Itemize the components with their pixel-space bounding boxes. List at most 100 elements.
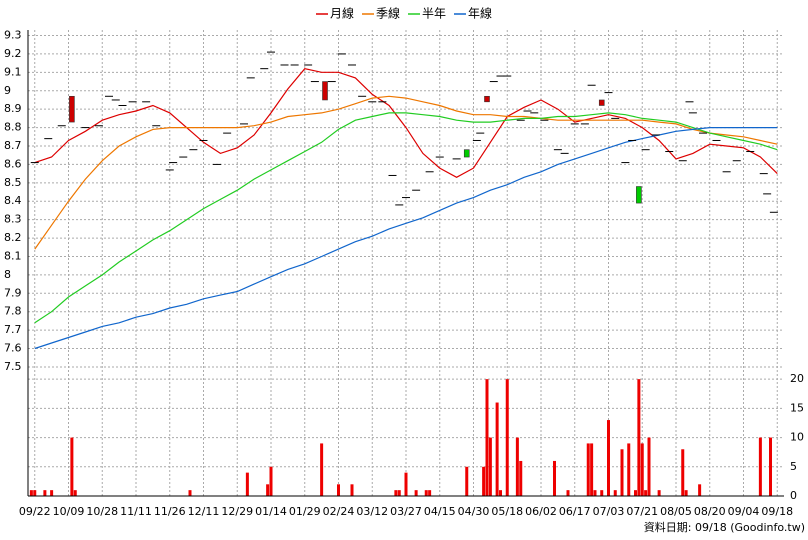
legend-label: 月線 <box>330 6 354 21</box>
x-tick-label: 03/12 <box>356 505 388 518</box>
y2-tick-label: 10 <box>790 431 804 444</box>
x-tick-label: 06/02 <box>525 505 557 518</box>
x-tick-label: 05/18 <box>491 505 523 518</box>
volume-bar <box>73 490 77 496</box>
volume-bar <box>29 490 33 496</box>
y2-tick-label: 20 <box>790 372 804 385</box>
volume-bar <box>50 490 54 496</box>
y-tick-label: 8.3 <box>4 213 22 226</box>
footer: 資料日期: 09/18 (Goodinfo.tw) <box>644 520 805 534</box>
x-tick-label: 01/29 <box>289 505 321 518</box>
y-tick-label: 7.7 <box>4 323 22 336</box>
candle <box>636 186 642 204</box>
x-tick-label: 11/26 <box>154 505 186 518</box>
legend-label: 年線 <box>468 6 492 21</box>
volume-bar <box>266 484 270 496</box>
volume-bar <box>70 437 74 496</box>
volume-bar <box>600 490 604 496</box>
y-tick-label: 8.2 <box>4 231 22 244</box>
x-tick-label: 11/11 <box>120 505 152 518</box>
volume-bar <box>397 490 401 496</box>
volume-bar <box>566 490 570 496</box>
y-tick-label: 8.7 <box>4 139 22 152</box>
volume-bar <box>404 472 408 496</box>
y2-tick-label: 15 <box>790 401 804 414</box>
volume-bar <box>553 460 556 496</box>
volume-bar <box>657 490 661 496</box>
x-tick-label: 08/05 <box>660 505 692 518</box>
volume-bar <box>482 466 486 496</box>
volume-bar <box>505 379 509 496</box>
volume-bar <box>485 379 489 496</box>
ma-line <box>34 95 778 250</box>
y-tick-label: 9.1 <box>4 65 22 78</box>
x-tick-label: 12/29 <box>221 505 253 518</box>
x-tick-label: 07/21 <box>626 505 658 518</box>
candle <box>463 149 470 158</box>
volume-bar <box>245 472 249 496</box>
volume-bar <box>43 490 47 496</box>
volume-bar <box>414 490 418 496</box>
ma-line <box>34 127 778 350</box>
y-tick-label: 9.2 <box>4 47 22 60</box>
ma-line <box>34 112 778 324</box>
y-tick-label: 9 <box>4 84 11 97</box>
volume-bar <box>586 443 590 496</box>
volume-bar <box>33 490 37 496</box>
volume-bar <box>269 466 273 496</box>
volume-bar <box>634 490 637 496</box>
volume-bar <box>337 484 340 496</box>
y-tick-label: 8.9 <box>4 102 22 115</box>
volume-bar <box>465 466 469 496</box>
y-tick-label: 8 <box>4 268 11 281</box>
y-tick-label: 8.4 <box>4 194 22 207</box>
x-tick-label: 09/18 <box>761 505 793 518</box>
volume-bar <box>681 449 685 496</box>
volume-bar <box>769 437 772 496</box>
volume-bar <box>188 490 192 496</box>
x-tick-label: 07/03 <box>593 505 625 518</box>
x-tick-label: 09/04 <box>728 505 760 518</box>
volume-bar <box>758 437 762 496</box>
y-tick-label: 9.3 <box>4 29 22 42</box>
x-tick-label: 10/09 <box>53 505 85 518</box>
volume-bar <box>519 460 523 496</box>
candle <box>69 95 75 123</box>
y-tick-label: 7.6 <box>4 342 22 355</box>
volume-bar <box>637 379 641 496</box>
y-tick-label: 7.9 <box>4 286 22 299</box>
x-tick-label: 04/30 <box>458 505 490 518</box>
candle <box>322 81 328 101</box>
y-tick-label: 8.5 <box>4 176 22 189</box>
x-tick-label: 01/14 <box>255 505 287 518</box>
y-tick-label: 8.1 <box>4 249 22 262</box>
x-tick-label: 08/20 <box>694 505 726 518</box>
candle <box>598 99 605 106</box>
volume-bar <box>320 443 324 496</box>
volume-bar <box>350 484 354 496</box>
volume-bar <box>495 402 499 496</box>
x-tick-label: 02/24 <box>323 505 355 518</box>
volume-bar <box>684 490 688 496</box>
volume-bar <box>698 484 702 496</box>
y-tick-label: 8.6 <box>4 157 22 170</box>
x-tick-label: 03/27 <box>390 505 422 518</box>
x-tick-label: 09/22 <box>19 505 51 518</box>
volume-bar <box>627 443 631 496</box>
y2-tick-label: 5 <box>790 460 797 473</box>
y-tick-label: 8.8 <box>4 121 22 134</box>
candle <box>484 95 490 103</box>
volume-bar <box>593 490 597 496</box>
y2-tick-label: 0 <box>790 489 797 502</box>
y-tick-label: 7.8 <box>4 305 22 318</box>
volume-bar <box>424 490 428 496</box>
y-tick-label: 7.5 <box>4 360 22 373</box>
volume-bar <box>515 437 519 496</box>
volume-bar <box>647 437 651 496</box>
volume-bar <box>620 449 624 496</box>
volume-bar <box>499 490 502 496</box>
volume-bar <box>428 490 432 496</box>
volume-bar <box>590 443 594 496</box>
